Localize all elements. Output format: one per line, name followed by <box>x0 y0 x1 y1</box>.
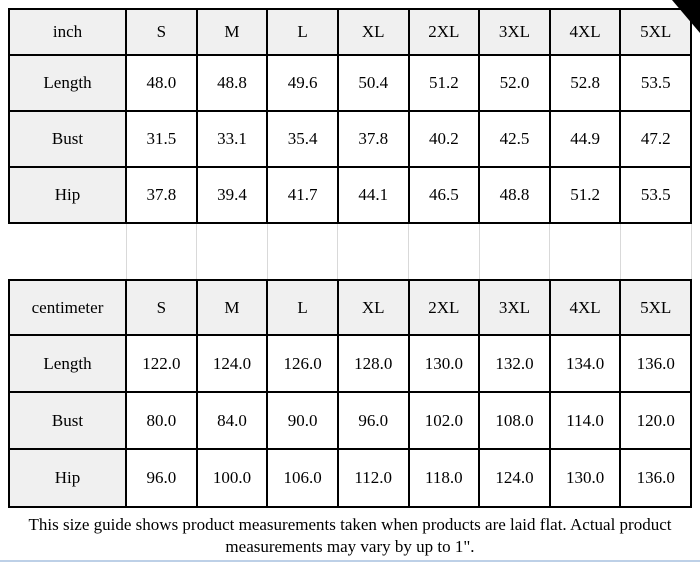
measurement-value-cell: 106.0 <box>266 448 339 508</box>
size-guide-note-line-1: This size guide shows product measuremen… <box>28 515 672 534</box>
measure-label-cell: Hip <box>8 448 127 508</box>
measurement-value-cell: 37.8 <box>125 166 198 224</box>
measurement-value-cell: 42.5 <box>478 110 551 168</box>
measurement-value-cell: 80.0 <box>125 391 198 450</box>
measurement-value-cell: 35.4 <box>266 110 339 168</box>
size-header-cell: XL <box>336 8 410 56</box>
measurement-value-cell: 39.4 <box>195 166 269 224</box>
spacer-cell <box>479 223 551 280</box>
size-header-cell: 5XL <box>619 279 692 336</box>
measurement-value-cell: 84.0 <box>195 391 269 450</box>
size-header-cell: 2XL <box>407 8 481 56</box>
size-header-cell: M <box>195 279 269 336</box>
spacer-cell <box>620 223 692 280</box>
measurement-value-cell: 136.0 <box>619 334 692 393</box>
measurement-value-cell: 51.2 <box>407 54 481 112</box>
measurement-value-cell: 40.2 <box>407 110 481 168</box>
spacer-cell <box>408 223 480 280</box>
measurement-value-cell: 33.1 <box>195 110 269 168</box>
size-header-cell: M <box>195 8 269 56</box>
measurement-value-cell: 112.0 <box>336 448 410 508</box>
measurement-value-cell: 48.0 <box>125 54 198 112</box>
measurement-value-cell: 49.6 <box>266 54 339 112</box>
size-table-data-row: Hip 96.0 100.0 106.0 112.0 118.0 124.0 130.0 136… <box>8 448 692 508</box>
measurement-value-cell: 136.0 <box>619 448 692 508</box>
unit-header-cell: inch <box>8 8 127 56</box>
measurement-value-cell: 41.7 <box>266 166 339 224</box>
measurement-value-cell: 53.5 <box>619 166 692 224</box>
size-guide-note: This size guide shows product measuremen… <box>0 508 700 558</box>
measurement-value-cell: 114.0 <box>548 391 622 450</box>
measurement-value-cell: 118.0 <box>407 448 481 508</box>
size-table-spacer-row <box>9 223 692 280</box>
measurement-value-cell: 50.4 <box>336 54 410 112</box>
size-table-data-row: Length 48.0 48.8 49.6 50.4 51.2 52.0 52.8 53.5 <box>8 54 692 112</box>
measurement-value-cell: 124.0 <box>478 448 551 508</box>
spacer-cell <box>126 223 198 280</box>
size-table-header-row: centimeter S M L XL 2XL 3XL 4XL 5XL <box>8 279 692 336</box>
spacer-cell <box>196 223 268 280</box>
size-table-data-row: Hip 37.8 39.4 41.7 44.1 46.5 48.8 51.2 53.5 <box>8 166 692 224</box>
size-guide-table-body: inch S M L XL 2XL 3XL 4XL 5XL Length 48.0 48.8 49.6 5… <box>8 8 692 508</box>
spacer-cell <box>337 223 409 280</box>
measurement-value-cell: 51.2 <box>548 166 622 224</box>
measurement-value-cell: 44.1 <box>336 166 410 224</box>
spacer-cell <box>549 223 621 280</box>
measurement-value-cell: 130.0 <box>407 334 481 393</box>
size-header-cell: L <box>266 8 339 56</box>
measurement-value-cell: 53.5 <box>619 54 692 112</box>
size-table-data-row: Bust 31.5 33.1 35.4 37.8 40.2 42.5 44.9 47.2 <box>8 110 692 168</box>
size-table-header-row: inch S M L XL 2XL 3XL 4XL 5XL <box>8 8 692 56</box>
size-table-data-row: Length 122.0 124.0 126.0 128.0 130.0 132.0 134.… <box>8 334 692 393</box>
measurement-value-cell: 48.8 <box>478 166 551 224</box>
size-header-cell: S <box>125 8 198 56</box>
measurement-value-cell: 128.0 <box>336 334 410 393</box>
spacer-cell <box>9 223 127 280</box>
measurement-value-cell: 46.5 <box>407 166 481 224</box>
spacer-cell <box>267 223 339 280</box>
size-header-cell: 4XL <box>548 8 622 56</box>
size-guide-note-line-2: measurements may vary by up to 1". <box>225 537 475 556</box>
measurement-value-cell: 132.0 <box>478 334 551 393</box>
measurement-value-cell: 52.0 <box>478 54 551 112</box>
measure-label-cell: Bust <box>8 110 127 168</box>
measurement-value-cell: 37.8 <box>336 110 410 168</box>
size-header-cell: L <box>266 279 339 336</box>
size-header-cell: 3XL <box>478 8 551 56</box>
measurement-value-cell: 130.0 <box>548 448 622 508</box>
size-header-cell: S <box>125 279 198 336</box>
measurement-value-cell: 48.8 <box>195 54 269 112</box>
measurement-value-cell: 134.0 <box>548 334 622 393</box>
measurement-value-cell: 31.5 <box>125 110 198 168</box>
measure-label-cell: Length <box>8 54 127 112</box>
measurement-value-cell: 124.0 <box>195 334 269 393</box>
measurement-value-cell: 47.2 <box>619 110 692 168</box>
size-header-cell: 5XL <box>619 8 692 56</box>
measure-label-cell: Length <box>8 334 127 393</box>
measurement-value-cell: 122.0 <box>125 334 198 393</box>
measure-label-cell: Hip <box>8 166 127 224</box>
measure-label-cell: Bust <box>8 391 127 450</box>
unit-header-cell: centimeter <box>8 279 127 336</box>
measurement-value-cell: 90.0 <box>266 391 339 450</box>
measurement-value-cell: 108.0 <box>478 391 551 450</box>
measurement-value-cell: 52.8 <box>548 54 622 112</box>
size-table-data-row: Bust 80.0 84.0 90.0 96.0 102.0 108.0 114.0 120.0 <box>8 391 692 450</box>
size-header-cell: XL <box>336 279 410 336</box>
measurement-value-cell: 120.0 <box>619 391 692 450</box>
size-header-cell: 3XL <box>478 279 551 336</box>
measurement-value-cell: 100.0 <box>195 448 269 508</box>
bottom-border-line <box>0 560 700 562</box>
measurement-value-cell: 96.0 <box>125 448 198 508</box>
measurement-value-cell: 126.0 <box>266 334 339 393</box>
measurement-value-cell: 96.0 <box>336 391 410 450</box>
measurement-value-cell: 102.0 <box>407 391 481 450</box>
size-header-cell: 2XL <box>407 279 481 336</box>
size-guide-table: inch S M L XL 2XL 3XL 4XL 5XL Length 48.0 48.8 49.6 5… <box>8 8 692 508</box>
measurement-value-cell: 44.9 <box>548 110 622 168</box>
size-header-cell: 4XL <box>548 279 622 336</box>
